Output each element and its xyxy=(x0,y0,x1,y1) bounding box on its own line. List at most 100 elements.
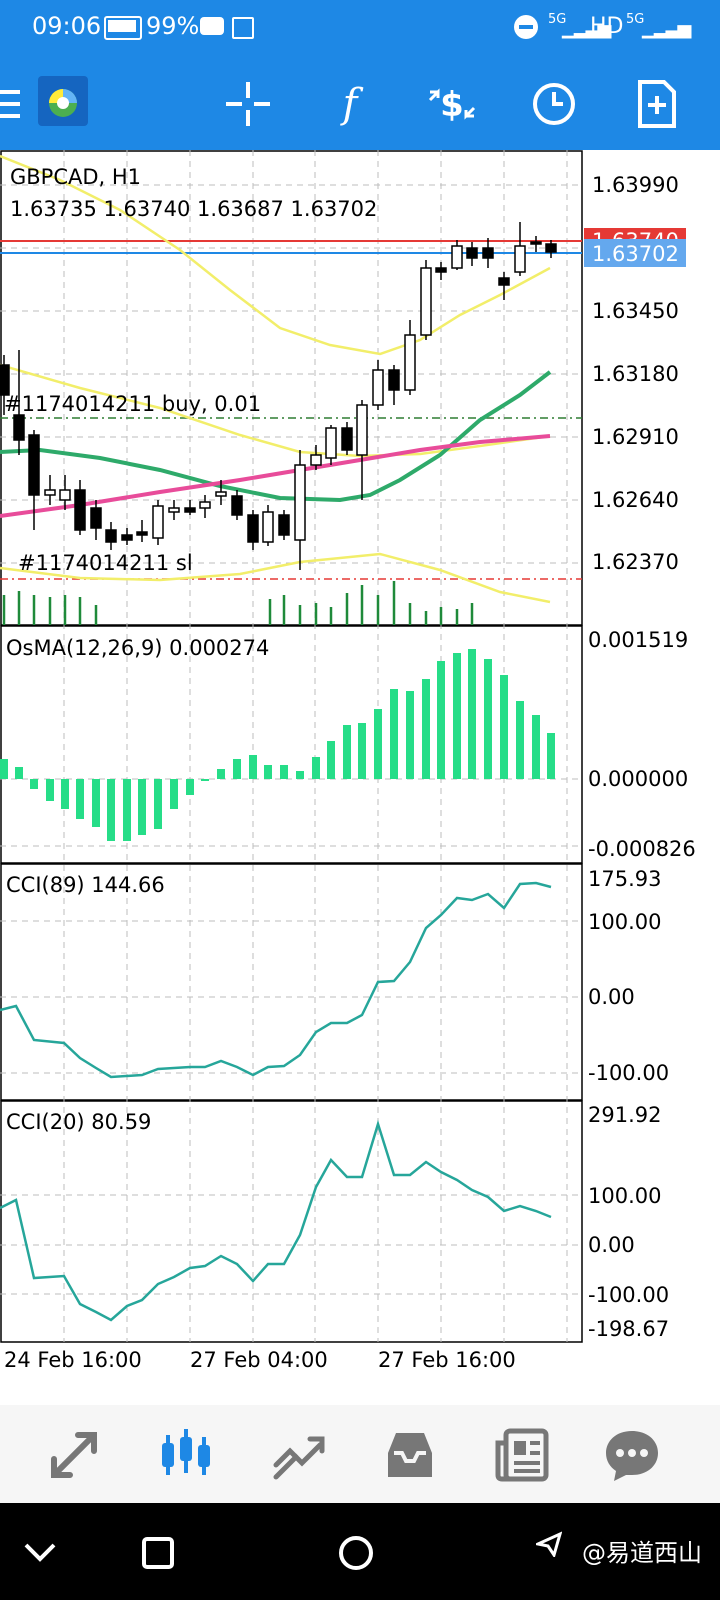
osma-bar xyxy=(500,675,508,779)
bid-price-badge xyxy=(584,239,686,267)
osma-tick: -0.000826 xyxy=(588,837,696,861)
candle-body xyxy=(388,369,400,391)
candle-body xyxy=(13,414,25,441)
osma-bar xyxy=(484,659,492,779)
timeframe-icon[interactable] xyxy=(526,76,582,132)
svg-text:$: $ xyxy=(440,85,464,125)
candles xyxy=(0,222,557,570)
osma-bar xyxy=(374,709,382,779)
cci20-tick: 100.00 xyxy=(588,1184,661,1208)
candle-body xyxy=(247,514,259,543)
osma-bar xyxy=(61,779,69,809)
quotes-icon[interactable] xyxy=(42,1423,106,1487)
osma-bar xyxy=(547,733,555,779)
news-icon[interactable] xyxy=(490,1423,554,1487)
osma-bar xyxy=(233,759,241,779)
candle-body xyxy=(545,243,557,253)
watermark-send-icon xyxy=(533,1531,563,1559)
osma-bar xyxy=(249,755,257,779)
osma-bar xyxy=(30,779,38,789)
candle-body xyxy=(310,454,322,466)
osma-bar xyxy=(217,769,225,779)
date-label: 24 Feb 16:00 xyxy=(4,1348,142,1372)
osma-histogram xyxy=(0,649,555,841)
osma-tick: 0.001519 xyxy=(588,628,688,652)
candle-body xyxy=(341,427,353,451)
osma-bar xyxy=(327,741,335,779)
date-label: 27 Feb 04:00 xyxy=(190,1348,328,1372)
candle-body xyxy=(530,241,542,245)
cci20-label: CCI(20) 80.59 xyxy=(6,1110,151,1134)
osma-bar xyxy=(453,653,461,779)
menu-icon[interactable] xyxy=(0,76,24,132)
candle-body xyxy=(278,514,290,536)
cci20-tick: -198.67 xyxy=(588,1317,669,1341)
osma-bar xyxy=(532,715,540,779)
back-chevron-icon[interactable] xyxy=(18,1531,62,1575)
bottom-navigation xyxy=(0,1405,720,1503)
osma-bar xyxy=(422,679,430,779)
candle-body xyxy=(59,489,71,501)
candle-body xyxy=(105,529,117,543)
battery-icon xyxy=(104,16,142,40)
function-icon[interactable]: f xyxy=(342,81,358,127)
osma-bar xyxy=(15,767,23,779)
price-tick: 1.63180 xyxy=(592,362,679,386)
osma-tick: 0.000000 xyxy=(588,767,688,791)
hd-label: HD xyxy=(590,14,624,39)
bid-price-text: 1.63702 xyxy=(592,242,679,266)
ohlc-label: 1.63735 1.63740 1.63687 1.63702 xyxy=(10,197,377,221)
candle-body xyxy=(420,267,432,336)
gallery-notification-icon xyxy=(232,17,254,39)
add-object-icon[interactable] xyxy=(628,76,684,132)
cci89-tick: 175.93 xyxy=(588,867,661,891)
cci89-tick: 100.00 xyxy=(588,910,661,934)
pane-frame xyxy=(0,1100,583,1343)
osma-bar xyxy=(138,779,146,835)
status-bar: 09:06 99% 5G ▁▂▃▅ HD 5G ▁▂▃▅ xyxy=(0,0,720,56)
trade-icon[interactable]: $ xyxy=(424,76,480,132)
history-icon[interactable] xyxy=(378,1423,442,1487)
cci20-tick: -100.00 xyxy=(588,1283,669,1307)
moving-averages xyxy=(0,154,552,604)
candle-body xyxy=(152,505,164,539)
chart-area[interactable]: GBPCAD, H1 1.63735 1.63740 1.63687 1.637… xyxy=(0,150,720,1405)
candle-body xyxy=(44,489,56,496)
candle-body xyxy=(514,245,526,273)
signal-5g-label-2: 5G xyxy=(626,12,645,27)
osma-bar xyxy=(343,725,351,779)
osma-bar xyxy=(516,701,524,779)
messages-icon[interactable] xyxy=(600,1423,664,1487)
candle-body xyxy=(482,247,494,259)
candle-body xyxy=(466,247,478,259)
pane-frame xyxy=(0,625,583,864)
metatrader-logo[interactable] xyxy=(38,76,88,126)
trade-icon[interactable] xyxy=(266,1423,330,1487)
sl-label: #1174014211 sl xyxy=(18,551,193,575)
candle-body xyxy=(0,364,10,396)
osma-bar xyxy=(264,765,272,779)
price-tick: 1.62910 xyxy=(592,425,679,449)
osma-bar xyxy=(312,757,320,779)
home-circle-icon[interactable] xyxy=(334,1531,378,1575)
recents-square-icon[interactable] xyxy=(136,1531,180,1575)
signal-bars-icon-2: ▁▂▃▅ xyxy=(642,18,691,39)
candle-body xyxy=(90,507,102,529)
osma-bar xyxy=(296,771,304,779)
chart-canvas[interactable]: GBPCAD, H1 1.63735 1.63740 1.63687 1.637… xyxy=(0,150,720,1405)
chat-notification-icon xyxy=(200,17,224,35)
osma-bar xyxy=(186,779,194,795)
osma-bar xyxy=(170,779,178,809)
cci89-tick: 0.00 xyxy=(588,985,635,1009)
volume-bars xyxy=(2,581,474,625)
chart-icon[interactable] xyxy=(154,1423,218,1487)
battery-percent: 99% xyxy=(146,12,200,40)
signal-5g-label: 5G xyxy=(548,12,567,27)
system-navigation-bar: @易道西山 xyxy=(0,1503,720,1600)
price-tick: 1.62640 xyxy=(592,488,679,512)
candle-body xyxy=(294,464,306,541)
candle-body xyxy=(262,511,274,543)
osma-label: OsMA(12,26,9) 0.000274 xyxy=(6,636,269,660)
crosshair-icon[interactable] xyxy=(220,76,276,132)
osma-bar xyxy=(201,779,209,781)
